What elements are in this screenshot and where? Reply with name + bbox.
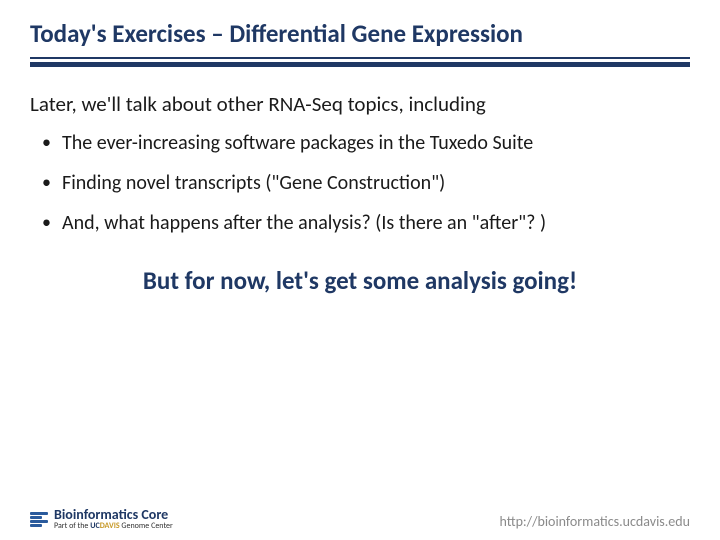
logo-main: Bioinformatics Core bbox=[54, 508, 173, 522]
logo-text: Bioinformatics Core Part of the UCDAVIS … bbox=[54, 508, 173, 530]
list-item: Finding novel transcripts ("Gene Constru… bbox=[42, 171, 690, 195]
footer: Bioinformatics Core Part of the UCDAVIS … bbox=[30, 508, 690, 530]
footer-url: http://bioinformatics.ucdavis.edu bbox=[499, 513, 690, 530]
intro-text: Later, we'll talk about other RNA-Seq to… bbox=[30, 91, 690, 117]
logo: Bioinformatics Core Part of the UCDAVIS … bbox=[30, 508, 173, 530]
title-rule bbox=[30, 57, 690, 67]
rule-thick bbox=[30, 62, 690, 67]
slide-title: Today's Exercises – Differential Gene Ex… bbox=[30, 18, 690, 55]
bullet-list: The ever-increasing software packages in… bbox=[30, 131, 690, 235]
list-item: And, what happens after the analysis? (I… bbox=[42, 211, 690, 235]
logo-sub-davis: DAVIS bbox=[100, 521, 120, 531]
logo-icon bbox=[30, 512, 48, 527]
slide: Today's Exercises – Differential Gene Ex… bbox=[0, 0, 720, 540]
logo-sub-suffix: Genome Center bbox=[120, 521, 173, 531]
emphasis-text: But for now, let's get some analysis goi… bbox=[30, 265, 690, 296]
list-item: The ever-increasing software packages in… bbox=[42, 131, 690, 155]
logo-sub-prefix: Part of the bbox=[54, 521, 90, 531]
rule-thin bbox=[30, 57, 690, 59]
logo-sub-uc: UC bbox=[90, 521, 99, 531]
logo-sub: Part of the UCDAVIS Genome Center bbox=[54, 522, 173, 530]
